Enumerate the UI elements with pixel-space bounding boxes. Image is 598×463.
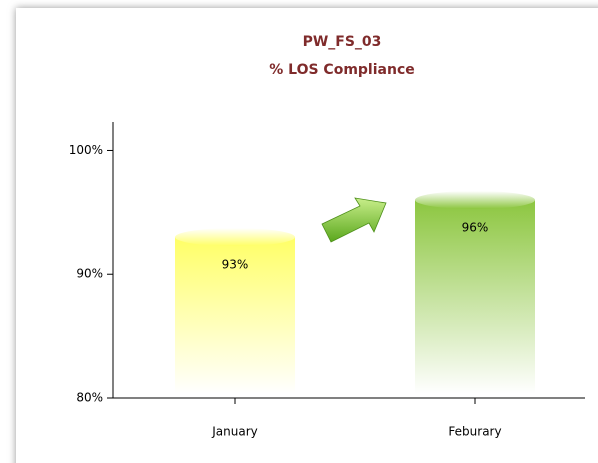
value-label: 93% [222,258,249,272]
y-tick-label: 80% [76,391,103,405]
chart-subtitle: % LOS Compliance [269,62,415,78]
trend-arrow [321,197,387,243]
y-tick-label: 100% [69,143,103,157]
y-tick-label: 90% [76,267,103,281]
bar [175,237,295,394]
x-tick-label: Feburary [448,425,501,439]
x-tick-label: January [211,425,258,439]
bar [415,199,535,394]
bar-top [175,228,295,247]
value-label: 96% [462,220,489,234]
bar-top [415,190,535,209]
chart-title: PW_FS_03 [303,34,382,50]
